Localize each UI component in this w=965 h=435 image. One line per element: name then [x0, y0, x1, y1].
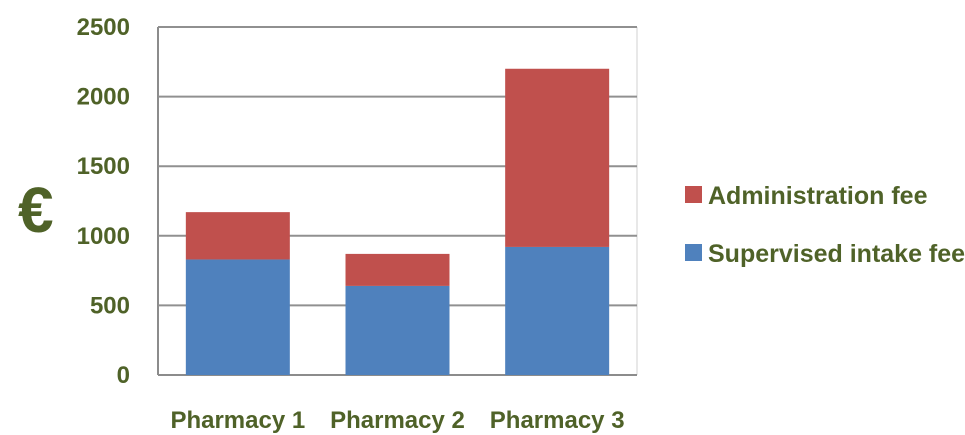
bar-segment — [505, 246, 610, 375]
bar-segment — [505, 68, 610, 247]
x-tick-label: Pharmacy 1 — [170, 407, 305, 434]
y-tick-label: 1500 — [77, 153, 130, 180]
bar-segment — [345, 285, 450, 375]
legend-label: Supervised intake fee — [708, 240, 965, 268]
x-axis-category-labels: Pharmacy 1 Pharmacy 2 Pharmacy 3 — [170, 407, 624, 434]
legend-swatch — [685, 244, 702, 261]
y-tick-label: 1000 — [77, 223, 130, 250]
x-tick-label: Pharmacy 2 — [330, 407, 465, 434]
bars — [185, 68, 610, 375]
legend-label: Administration fee — [708, 182, 928, 210]
y-axis-label: € — [18, 174, 54, 246]
bar-segment — [185, 259, 290, 375]
y-tick-label: 0 — [117, 362, 130, 389]
plot-area — [157, 27, 638, 375]
legend: Administration fee Supervised intake fee — [685, 182, 965, 268]
y-tick-label: 2500 — [77, 14, 130, 41]
x-tick-label: Pharmacy 3 — [490, 407, 625, 434]
y-tick-label: 500 — [90, 292, 130, 319]
bar-segment — [185, 212, 290, 260]
y-tick-label: 2000 — [77, 84, 130, 111]
y-axis-tick-labels: 0 500 1000 1500 2000 2500 — [77, 14, 130, 389]
legend-swatch — [685, 186, 702, 203]
bar-segment — [345, 253, 450, 286]
